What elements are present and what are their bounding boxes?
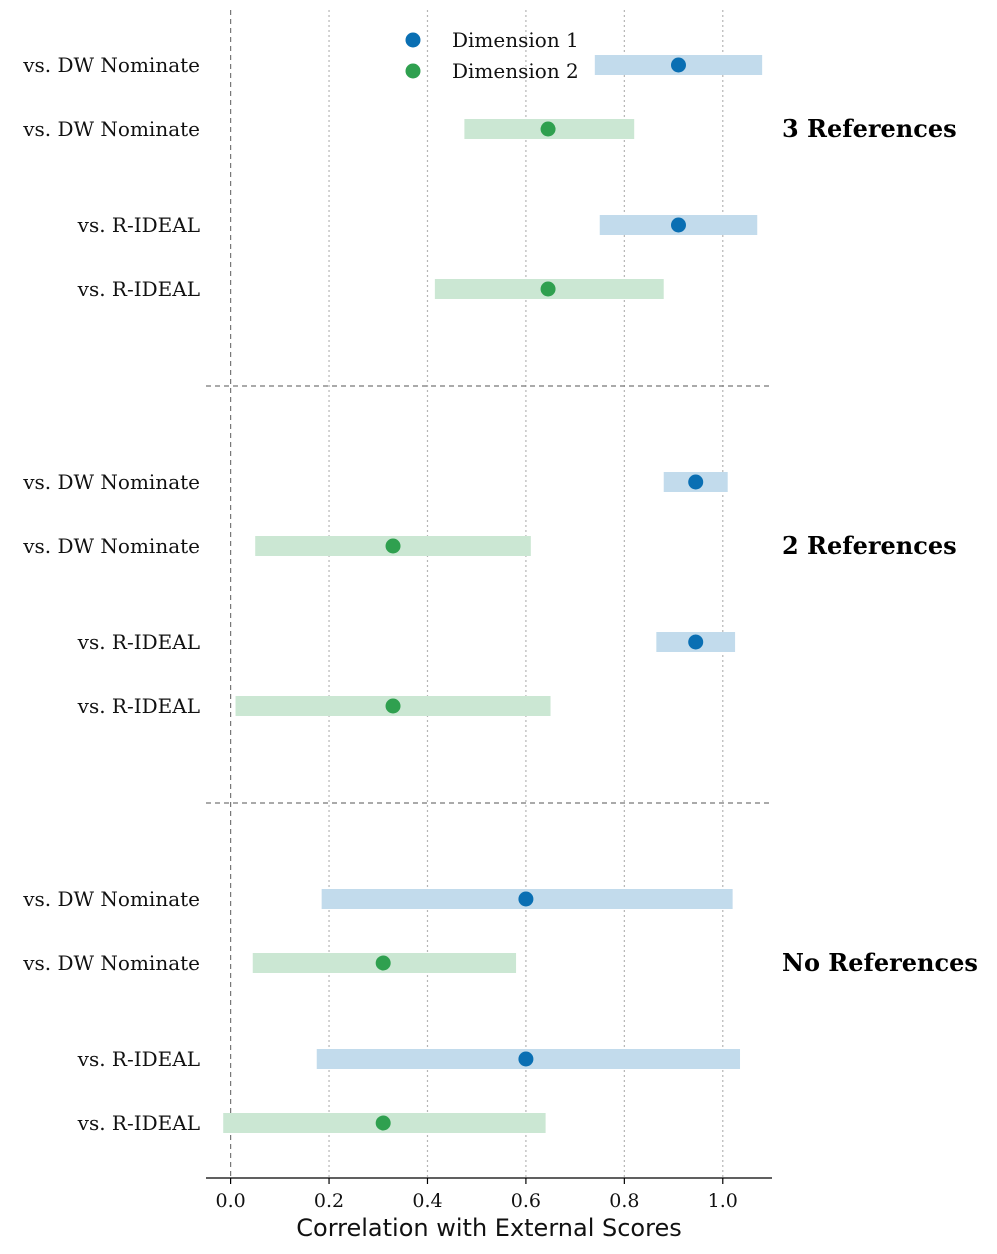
- points: [375, 57, 704, 1131]
- point-marker: [385, 698, 401, 714]
- x-axis: 0.0 0.2 0.4 0.6 0.8 1.0: [206, 1177, 772, 1212]
- row-label: vs. R-IDEAL: [77, 213, 200, 237]
- x-tick-label: 0.0: [215, 1190, 245, 1212]
- row-label: vs. R-IDEAL: [77, 1111, 200, 1135]
- row-label: vs. DW Nominate: [22, 117, 200, 141]
- legend-marker: [405, 63, 421, 79]
- point-marker: [518, 1051, 534, 1067]
- point-marker: [385, 538, 401, 554]
- row-label: vs. DW Nominate: [22, 951, 200, 975]
- point-marker: [375, 955, 391, 971]
- point-marker: [670, 57, 686, 73]
- legend: Dimension 1 Dimension 2: [405, 28, 579, 83]
- x-tick-label: 1.0: [708, 1190, 738, 1212]
- group-title: 3 References: [782, 114, 957, 143]
- row-label: vs. R-IDEAL: [77, 277, 200, 301]
- point-marker: [540, 121, 556, 137]
- interval-bars: [223, 55, 763, 1133]
- group-title: No References: [782, 948, 978, 977]
- legend-marker: [405, 32, 421, 48]
- row-label: vs. DW Nominate: [22, 470, 200, 494]
- x-tick-label: 0.2: [314, 1190, 344, 1212]
- point-marker: [518, 891, 534, 907]
- row-label: vs. DW Nominate: [22, 887, 200, 911]
- group-title: 2 References: [782, 531, 957, 560]
- row-label: vs. DW Nominate: [22, 534, 200, 558]
- point-marker: [540, 281, 556, 297]
- group-separators: [206, 385, 772, 804]
- row-label: vs. R-IDEAL: [77, 1047, 200, 1071]
- x-tick-label: 0.8: [609, 1190, 639, 1212]
- x-tick-label: 0.6: [511, 1190, 541, 1212]
- point-marker: [688, 634, 704, 650]
- legend-label: Dimension 2: [452, 59, 579, 83]
- legend-label: Dimension 1: [452, 28, 579, 52]
- gridlines: [328, 10, 724, 1178]
- x-tick-label: 0.4: [412, 1190, 442, 1212]
- row-label: vs. R-IDEAL: [77, 630, 200, 654]
- row-labels: vs. DW Nominate vs. DW Nominate vs. R-IDEA…: [22, 53, 200, 1135]
- group-titles: 3 References 2 References No References: [782, 114, 978, 977]
- point-marker: [375, 1115, 391, 1131]
- row-label: vs. DW Nominate: [22, 53, 200, 77]
- point-marker: [670, 217, 686, 233]
- row-label: vs. R-IDEAL: [77, 694, 200, 718]
- x-axis-label: Correlation with External Scores: [296, 1214, 681, 1242]
- point-marker: [688, 474, 704, 490]
